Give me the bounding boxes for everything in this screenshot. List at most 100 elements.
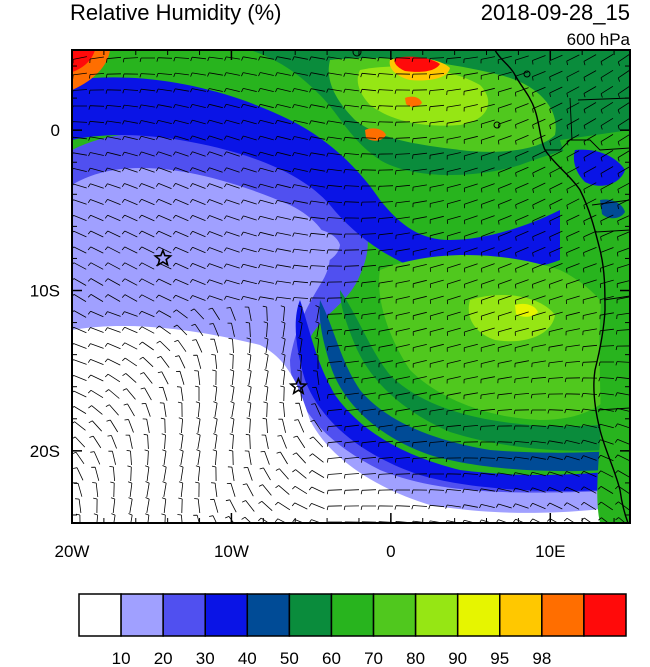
wind-barb <box>395 200 410 207</box>
wind-barb <box>172 119 189 125</box>
wind-barb <box>479 472 496 478</box>
wind-barb <box>600 198 614 210</box>
wind-barb <box>615 376 630 382</box>
wind-barb <box>87 310 104 318</box>
wind-barb <box>208 307 221 321</box>
wind-barb <box>532 134 546 145</box>
wind-barb <box>446 168 461 176</box>
wind-barb <box>481 231 495 241</box>
wind-barb <box>106 56 122 63</box>
wind-barb <box>547 424 564 430</box>
wind-barb <box>212 369 217 386</box>
wind-barb <box>360 505 376 510</box>
wind-barb <box>326 297 343 303</box>
wind-barb <box>614 470 630 478</box>
wind-barb <box>394 105 410 110</box>
wind-barb <box>244 306 252 321</box>
wind-barb <box>309 136 325 141</box>
wind-barb <box>480 408 496 415</box>
wind-barb <box>247 401 252 417</box>
wind-barb <box>172 135 189 141</box>
wind-barb <box>327 424 343 431</box>
wind-barb <box>395 440 411 447</box>
wind-barb <box>292 485 308 495</box>
wind-barb <box>463 376 478 384</box>
wind-barb <box>361 312 376 320</box>
x-tick-label: 10W <box>214 542 249 561</box>
colorbar-label: 70 <box>364 649 383 667</box>
wind-barb <box>326 249 343 254</box>
wind-barb <box>223 263 240 269</box>
wind-barb <box>394 89 411 94</box>
wind-barb <box>241 279 257 285</box>
wind-barb <box>548 328 563 336</box>
wind-barb <box>446 183 461 192</box>
wind-barb <box>230 401 235 417</box>
wind-barb <box>463 392 478 400</box>
wind-barb <box>189 199 206 205</box>
y-tick-label: 20S <box>30 442 60 461</box>
wind-barb <box>549 118 563 130</box>
colorbar-swatch <box>372 593 417 637</box>
wind-barb <box>344 328 360 335</box>
wind-barb <box>583 54 597 66</box>
wind-barb <box>139 372 153 384</box>
wind-barb <box>446 72 462 79</box>
wind-barb <box>258 135 274 141</box>
wind-barb <box>246 417 251 434</box>
wind-barb <box>429 343 444 352</box>
wind-barb <box>481 167 495 177</box>
wind-barb <box>411 57 427 62</box>
wind-barb <box>462 488 478 493</box>
wind-barb <box>480 151 495 161</box>
wind-barb <box>428 489 445 494</box>
wind-barb <box>532 150 546 161</box>
wind-barb <box>87 278 104 286</box>
wind-barb <box>463 151 478 160</box>
wind-barb <box>138 198 155 206</box>
wind-barb <box>566 182 580 194</box>
wind-barb <box>360 233 377 239</box>
wind-barb <box>121 262 138 270</box>
wind-barb <box>598 361 614 366</box>
wind-barb <box>223 135 240 141</box>
wind-barb <box>258 280 274 285</box>
wind-barb <box>262 417 268 434</box>
wind-barb <box>481 183 495 193</box>
wind-barb <box>227 466 235 481</box>
wind-barb <box>172 230 189 238</box>
wind-barb <box>480 135 495 145</box>
wind-barb <box>513 456 529 461</box>
wind-barb <box>498 199 512 209</box>
wind-barb <box>429 295 444 304</box>
wind-barb <box>206 231 223 237</box>
wind-barb <box>190 88 206 93</box>
colorbar-swatch <box>456 593 501 637</box>
wind-barb <box>513 487 529 493</box>
wind-barb <box>309 281 326 286</box>
wind-barb <box>394 57 411 62</box>
wind-barb <box>229 369 235 386</box>
wind-barb <box>532 214 546 225</box>
wind-barb <box>213 401 218 417</box>
wind-barb <box>247 369 252 385</box>
wind-barb <box>480 72 495 80</box>
wind-barb <box>309 184 325 189</box>
wind-barb <box>597 454 614 462</box>
wind-barb <box>258 167 274 173</box>
wind-barb <box>598 392 614 397</box>
wind-barb <box>122 357 138 367</box>
wind-barb <box>445 457 462 463</box>
wind-barb <box>480 87 495 96</box>
wind-barb <box>207 72 223 77</box>
wind-barb <box>72 56 87 64</box>
wind-barb <box>194 498 201 514</box>
wind-barb <box>126 450 132 466</box>
wind-barb <box>598 408 614 413</box>
wind-barb <box>244 450 252 465</box>
wind-barb <box>497 327 512 336</box>
wind-barb <box>281 337 286 353</box>
wind-barb <box>498 167 512 177</box>
wind-barb <box>495 503 512 509</box>
wind-barb <box>463 183 478 193</box>
